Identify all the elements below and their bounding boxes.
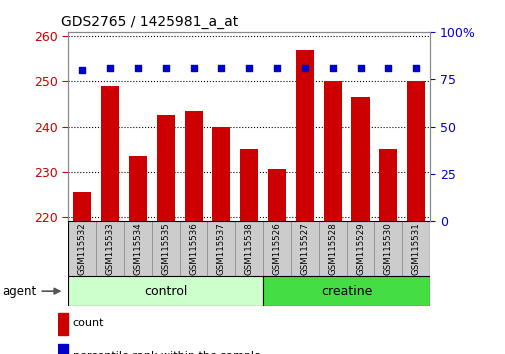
Point [189, 65, 197, 71]
Point [162, 65, 170, 71]
FancyBboxPatch shape [68, 221, 96, 276]
FancyBboxPatch shape [152, 221, 179, 276]
Point [217, 65, 225, 71]
Text: GSM115538: GSM115538 [244, 222, 253, 275]
Bar [212, 127, 230, 221]
FancyBboxPatch shape [96, 221, 124, 276]
Text: GSM115526: GSM115526 [272, 222, 281, 275]
Text: GSM115531: GSM115531 [411, 222, 420, 275]
Point [134, 65, 142, 71]
FancyBboxPatch shape [346, 221, 374, 276]
Bar [379, 149, 396, 221]
Point [328, 65, 336, 71]
FancyBboxPatch shape [207, 221, 235, 276]
Bar [58, 313, 68, 335]
Point [245, 65, 253, 71]
Text: GSM115534: GSM115534 [133, 222, 142, 275]
Point [78, 67, 86, 73]
Point [106, 65, 114, 71]
FancyBboxPatch shape [68, 276, 263, 306]
FancyBboxPatch shape [124, 221, 152, 276]
FancyBboxPatch shape [318, 221, 346, 276]
Text: GSM115530: GSM115530 [383, 222, 392, 275]
Bar [73, 192, 91, 221]
FancyBboxPatch shape [401, 221, 429, 276]
Bar [295, 50, 313, 221]
FancyBboxPatch shape [263, 276, 429, 306]
Point [384, 65, 392, 71]
Point [356, 65, 364, 71]
Bar [101, 86, 119, 221]
Point [300, 65, 309, 71]
Text: agent: agent [3, 285, 37, 298]
Bar [129, 156, 146, 221]
Text: control: control [144, 285, 187, 298]
FancyBboxPatch shape [263, 221, 290, 276]
FancyBboxPatch shape [290, 221, 318, 276]
Text: count: count [73, 318, 104, 329]
Bar [323, 81, 341, 221]
FancyBboxPatch shape [179, 221, 207, 276]
Text: GSM115537: GSM115537 [217, 222, 225, 275]
Text: GDS2765 / 1425981_a_at: GDS2765 / 1425981_a_at [61, 16, 238, 29]
Text: GSM115535: GSM115535 [161, 222, 170, 275]
Text: GSM115529: GSM115529 [356, 222, 364, 275]
Text: percentile rank within the sample: percentile rank within the sample [73, 351, 260, 354]
FancyBboxPatch shape [235, 221, 263, 276]
Point [412, 65, 420, 71]
Bar [240, 149, 258, 221]
Text: creatine: creatine [320, 285, 372, 298]
Bar [268, 170, 285, 221]
FancyBboxPatch shape [374, 221, 401, 276]
Bar [184, 111, 202, 221]
Text: GSM115527: GSM115527 [300, 222, 309, 275]
Bar [157, 115, 174, 221]
Text: GSM115532: GSM115532 [78, 222, 86, 275]
Point [273, 65, 281, 71]
Bar [58, 344, 68, 354]
Bar [407, 81, 424, 221]
Text: GSM115533: GSM115533 [106, 222, 114, 275]
Text: GSM115536: GSM115536 [189, 222, 197, 275]
Bar [351, 97, 369, 221]
Text: GSM115528: GSM115528 [328, 222, 336, 275]
